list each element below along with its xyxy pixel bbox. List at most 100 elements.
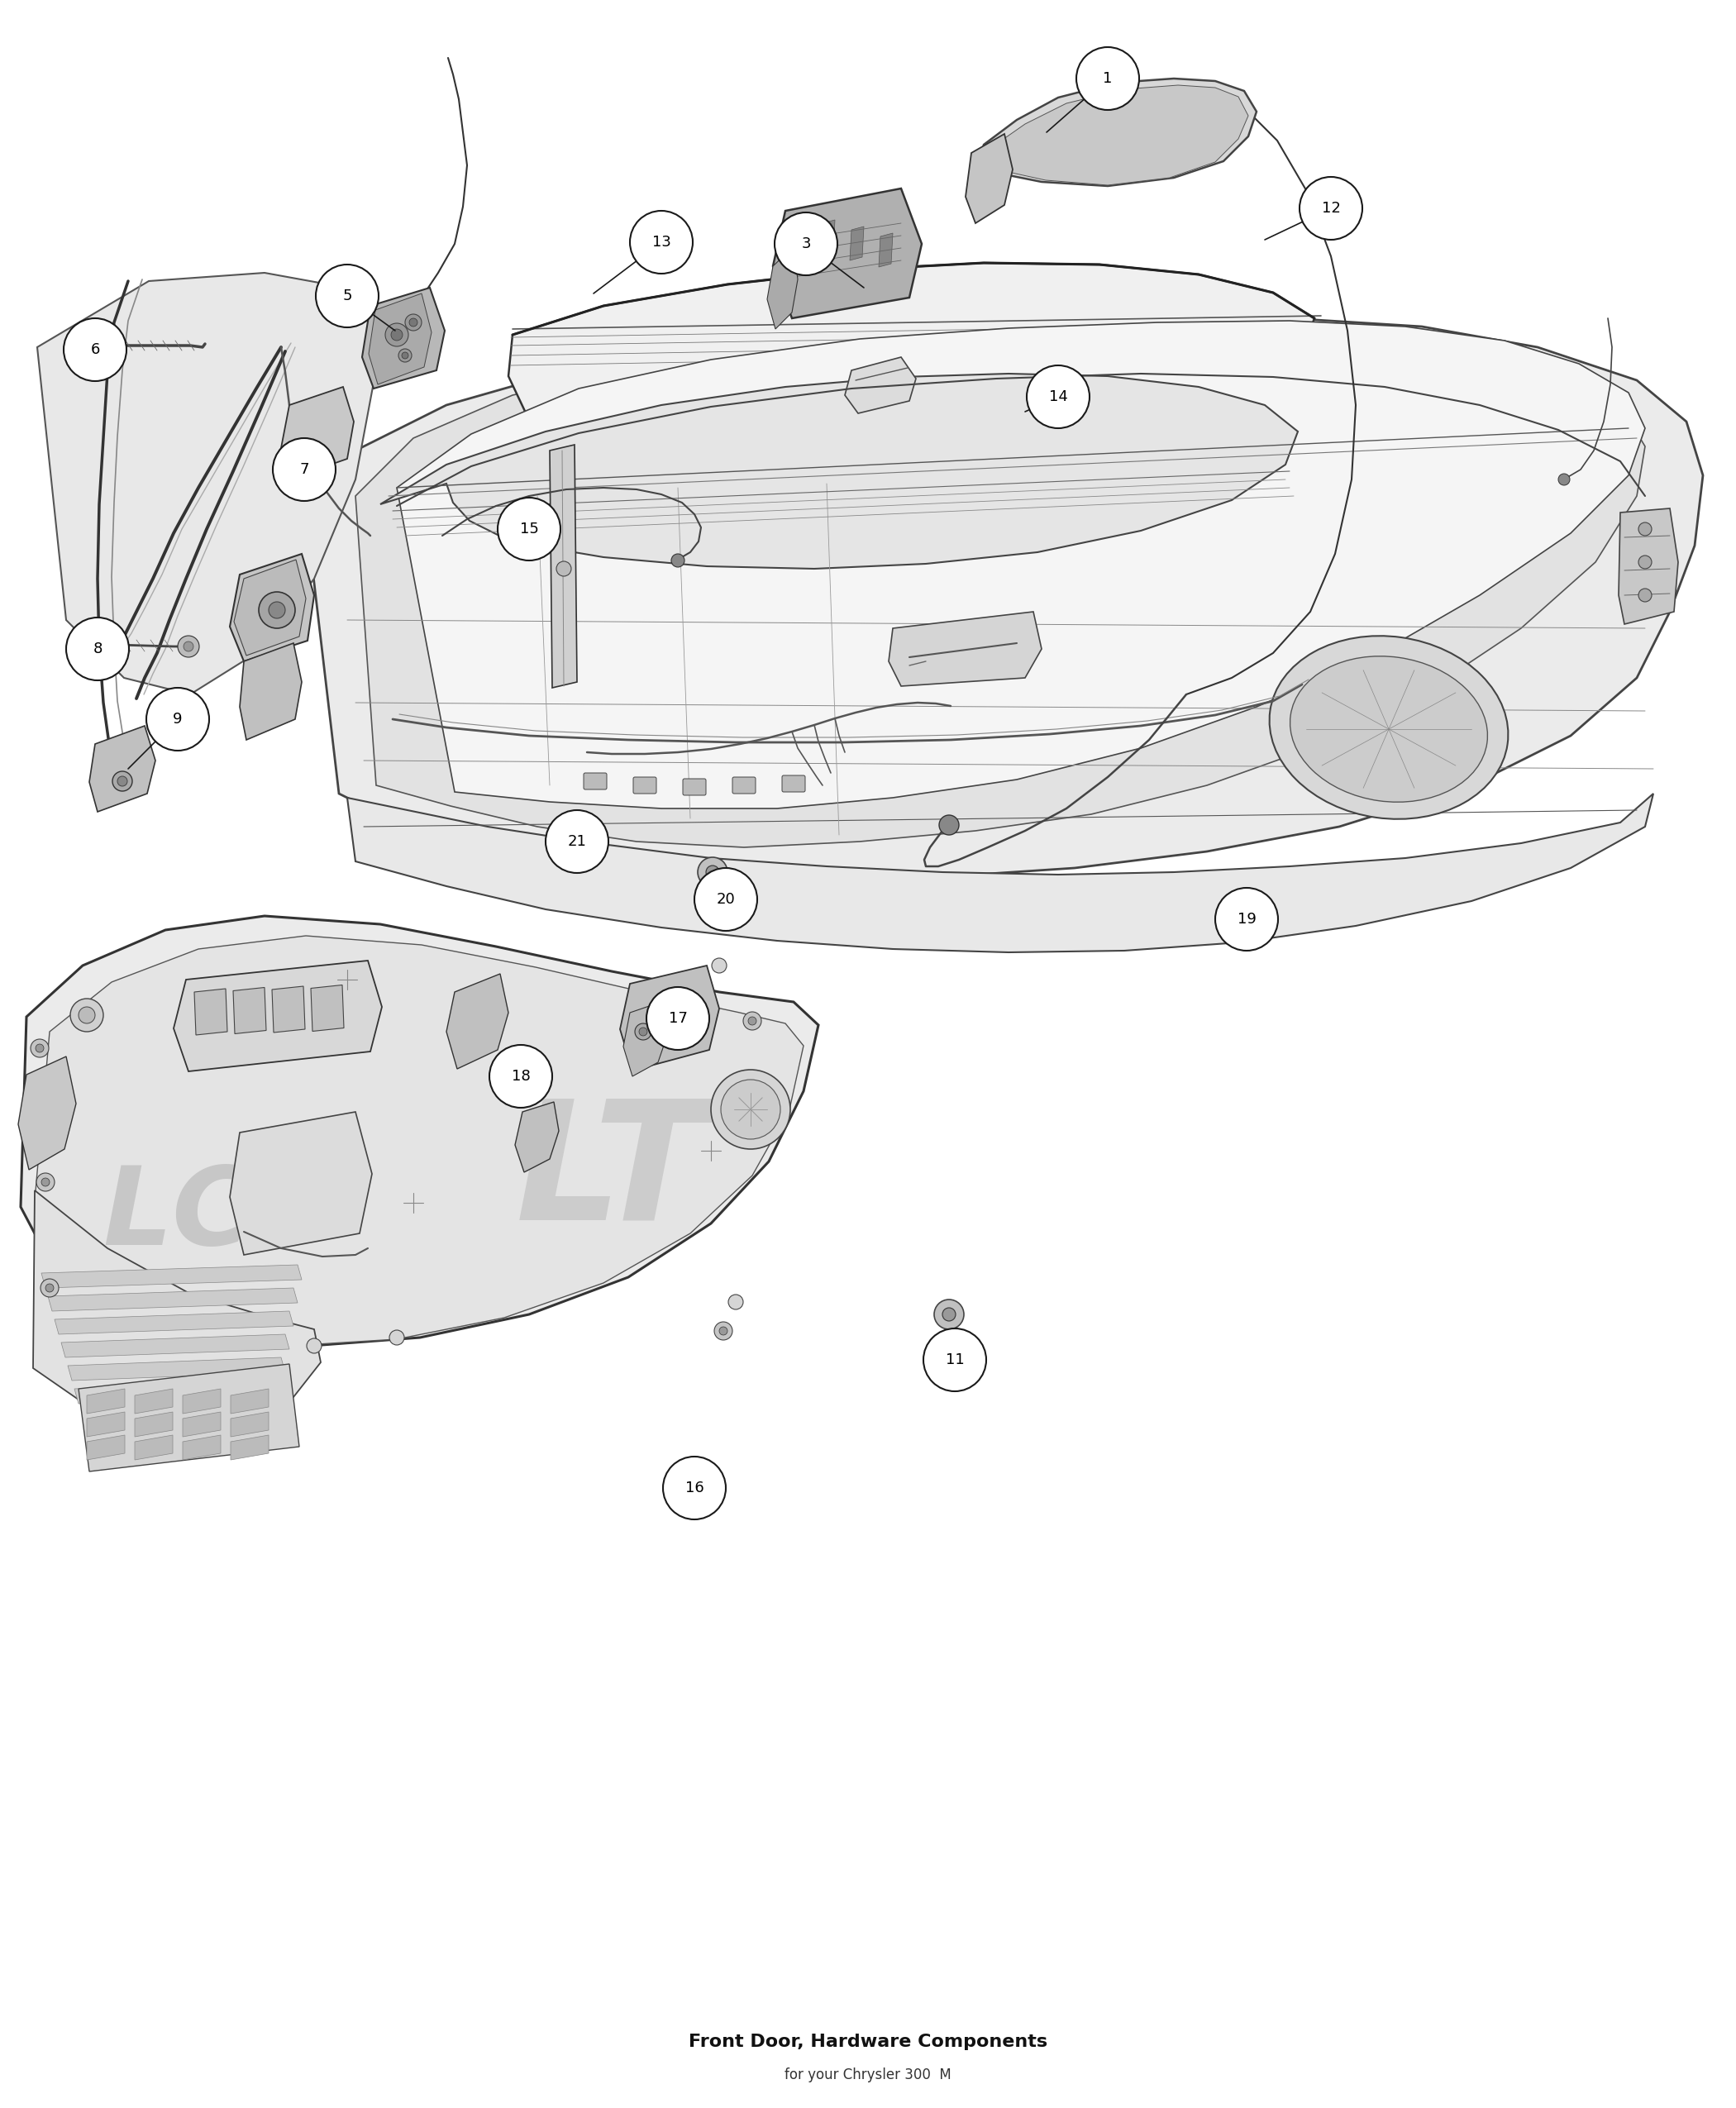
Polygon shape (229, 1111, 372, 1254)
Ellipse shape (1290, 656, 1488, 801)
Polygon shape (33, 1191, 321, 1429)
Circle shape (69, 999, 104, 1031)
Polygon shape (509, 264, 1314, 449)
Text: 15: 15 (519, 521, 538, 538)
Polygon shape (229, 554, 314, 662)
Polygon shape (174, 961, 382, 1071)
Polygon shape (398, 320, 1646, 809)
Text: 3: 3 (802, 236, 811, 251)
Polygon shape (240, 643, 302, 740)
Polygon shape (620, 965, 719, 1071)
Polygon shape (231, 1389, 269, 1414)
Circle shape (713, 1322, 733, 1341)
Circle shape (66, 618, 128, 681)
Circle shape (672, 554, 684, 567)
Circle shape (1215, 887, 1278, 951)
Polygon shape (446, 974, 509, 1069)
Circle shape (391, 329, 403, 341)
FancyBboxPatch shape (733, 778, 755, 793)
Circle shape (316, 264, 378, 327)
Text: 19: 19 (1238, 913, 1257, 928)
Circle shape (104, 637, 123, 653)
Circle shape (712, 959, 727, 974)
Circle shape (630, 211, 693, 274)
Circle shape (490, 1046, 552, 1107)
Circle shape (108, 337, 123, 354)
Polygon shape (281, 388, 354, 479)
Circle shape (1559, 474, 1569, 485)
Polygon shape (68, 1358, 285, 1381)
Polygon shape (347, 793, 1653, 953)
Text: 11: 11 (946, 1353, 963, 1368)
Polygon shape (380, 373, 1299, 569)
Polygon shape (311, 984, 344, 1031)
Polygon shape (988, 84, 1248, 186)
Circle shape (45, 1284, 54, 1292)
Circle shape (259, 592, 295, 628)
Polygon shape (21, 917, 818, 1345)
Polygon shape (363, 287, 444, 388)
Circle shape (943, 1307, 955, 1322)
Circle shape (40, 1280, 59, 1296)
Polygon shape (306, 316, 1703, 881)
Circle shape (36, 1172, 54, 1191)
Polygon shape (773, 188, 922, 318)
Circle shape (35, 1043, 43, 1052)
Polygon shape (87, 1389, 125, 1414)
Circle shape (273, 438, 335, 502)
Text: LC: LC (102, 1164, 252, 1267)
Circle shape (401, 352, 408, 358)
Circle shape (517, 1092, 533, 1107)
Polygon shape (623, 1001, 668, 1077)
FancyBboxPatch shape (781, 776, 806, 793)
Polygon shape (231, 1412, 269, 1438)
Polygon shape (516, 1102, 559, 1172)
Polygon shape (878, 234, 892, 268)
Circle shape (1026, 365, 1090, 428)
Circle shape (743, 1012, 762, 1031)
Polygon shape (851, 226, 865, 261)
Circle shape (712, 1069, 790, 1149)
Polygon shape (17, 1056, 76, 1170)
Text: 14: 14 (1049, 390, 1068, 405)
Text: 1: 1 (1102, 72, 1113, 86)
Circle shape (118, 776, 127, 786)
Polygon shape (1618, 508, 1679, 624)
Circle shape (177, 637, 200, 658)
Polygon shape (182, 1436, 220, 1461)
Polygon shape (792, 213, 806, 247)
Polygon shape (550, 445, 576, 687)
Circle shape (698, 858, 727, 887)
Circle shape (934, 1299, 963, 1330)
Text: 6: 6 (90, 341, 99, 356)
Polygon shape (194, 989, 227, 1035)
Circle shape (1639, 588, 1651, 601)
Circle shape (694, 868, 757, 932)
Circle shape (269, 601, 285, 618)
Text: 20: 20 (717, 892, 736, 906)
Polygon shape (87, 1436, 125, 1461)
Polygon shape (182, 1389, 220, 1414)
Circle shape (1076, 46, 1139, 110)
Polygon shape (767, 247, 799, 329)
Circle shape (113, 772, 132, 790)
Text: 17: 17 (668, 1012, 687, 1027)
Polygon shape (231, 1436, 269, 1461)
Circle shape (663, 1457, 726, 1520)
FancyBboxPatch shape (634, 778, 656, 793)
Circle shape (556, 561, 571, 575)
Text: 8: 8 (92, 641, 102, 656)
Circle shape (1639, 557, 1651, 569)
Polygon shape (273, 987, 306, 1033)
Circle shape (42, 1178, 50, 1187)
Polygon shape (78, 1364, 299, 1471)
Circle shape (389, 1330, 404, 1345)
Circle shape (31, 1039, 49, 1058)
Polygon shape (233, 987, 266, 1033)
Polygon shape (36, 272, 380, 694)
Polygon shape (135, 1389, 174, 1414)
Circle shape (109, 641, 118, 649)
Polygon shape (965, 135, 1012, 223)
FancyBboxPatch shape (682, 778, 707, 795)
Text: 16: 16 (686, 1480, 703, 1495)
